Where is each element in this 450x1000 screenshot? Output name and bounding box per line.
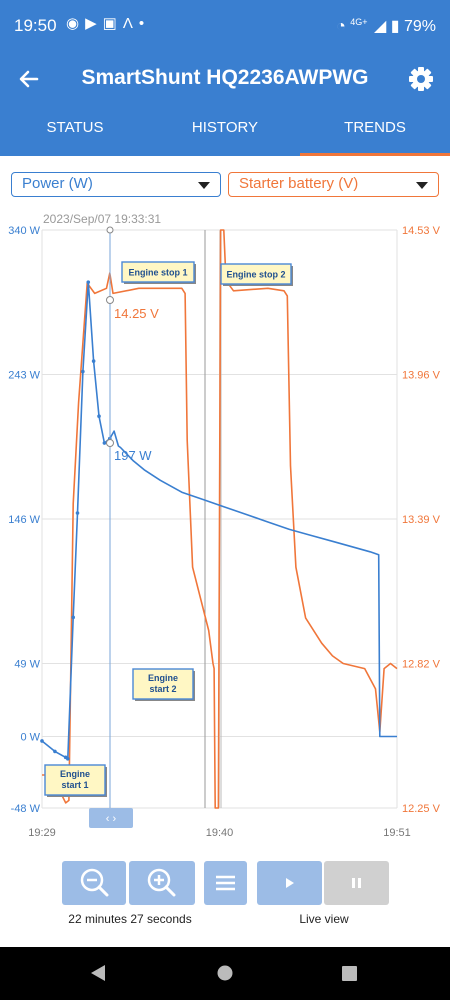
play-icon xyxy=(286,878,294,888)
power-data-point xyxy=(81,369,85,374)
network-type: 4G+ xyxy=(350,16,368,27)
back-arrow-icon[interactable] xyxy=(12,62,46,96)
x-tick-label: 19:29 xyxy=(28,827,56,839)
system-navigation-bar xyxy=(0,947,450,1000)
cursor-timestamp: 2023/Sep/07 19:33:31 xyxy=(43,212,161,226)
nav-back-icon[interactable] xyxy=(91,965,105,981)
annotation-label: Engine xyxy=(148,673,178,683)
battery-icon: ▮ xyxy=(390,18,400,35)
power-data-point xyxy=(97,414,101,419)
left-tick-label: -48 W xyxy=(11,803,41,815)
right-tick-label: 12.25 V xyxy=(402,803,441,815)
power-data-point xyxy=(40,739,44,743)
annotation-label: Engine xyxy=(60,769,90,779)
annotation-label: start 2 xyxy=(149,684,176,694)
scroll-handle[interactable] xyxy=(89,808,133,828)
chevron-down-icon xyxy=(416,182,428,189)
x-tick-label: 19:40 xyxy=(206,827,234,839)
cursor-power-marker xyxy=(106,439,114,447)
power-data-point xyxy=(102,441,107,445)
right-axis-select-value: Starter battery (V) xyxy=(239,175,359,192)
annotation-box[interactable] xyxy=(44,764,106,796)
menu-icon xyxy=(216,875,235,891)
right-tick-label: 13.39 V xyxy=(402,514,441,526)
nav-home-icon[interactable] xyxy=(217,965,233,981)
left-tick-label: 340 W xyxy=(8,225,40,237)
pause-button[interactable] xyxy=(324,861,389,905)
system-status: ◔ 4G+ ◢ ▮ 79% xyxy=(336,16,436,36)
tab-status[interactable]: STATUS xyxy=(46,119,104,136)
duration-label: 22 minutes 27 seconds xyxy=(68,912,192,926)
right-tick-label: 14.53 V xyxy=(402,225,441,237)
tab-history[interactable]: HISTORY xyxy=(191,119,259,136)
right-axis-select[interactable]: Starter battery (V) xyxy=(228,172,439,197)
tab-bar: STATUS HISTORY TRENDS xyxy=(0,104,450,156)
trends-chart[interactable]: -48 W 0 W 49 W 146 W 243 W 340 W 14.53 V 13.96 … xyxy=(0,205,450,845)
left-axis-select[interactable]: Power (W) xyxy=(11,172,221,197)
right-tick-label: 13.96 V xyxy=(402,370,441,382)
app-bar: SmartShunt HQ2236AWPWG xyxy=(0,54,450,104)
scroll-handle-icon: ‹ › xyxy=(106,813,117,825)
live-view-label: Live view xyxy=(299,912,349,926)
cursor-voltage-value: 14.25 V xyxy=(114,306,159,321)
status-bar: 19:50 ◉▶▣Λ• ◔ 4G+ ◢ ▮ 79% xyxy=(0,0,450,54)
left-tick-label: 243 W xyxy=(8,370,40,382)
annotation-box[interactable] xyxy=(220,263,292,285)
notification-icons: ◉▶▣Λ• xyxy=(66,14,150,32)
annotation-box[interactable] xyxy=(121,261,195,283)
lambda-icon: Λ xyxy=(122,15,139,32)
cursor-voltage-marker xyxy=(106,296,114,304)
x-tick-label: 19:51 xyxy=(383,827,411,839)
power-data-point xyxy=(53,749,57,754)
chevron-down-icon xyxy=(198,182,210,189)
wifi-icon: ◔ xyxy=(336,18,346,35)
cursor-handle[interactable] xyxy=(106,226,114,234)
power-data-point xyxy=(75,511,80,515)
zoom-out-button[interactable] xyxy=(62,861,126,905)
status-time: 19:50 xyxy=(14,16,57,35)
battery-percent: 79% xyxy=(403,18,436,35)
dot-icon: • xyxy=(138,15,151,32)
right-tick-label: 12.82 V xyxy=(402,659,441,671)
pause-icon xyxy=(352,878,361,888)
zoom-in-button[interactable] xyxy=(129,861,195,905)
annotation-label: Engine stop 1 xyxy=(128,268,187,278)
left-tick-label: 49 W xyxy=(14,659,40,671)
cursor-power-value: 197 W xyxy=(114,448,152,463)
power-data-point xyxy=(91,359,96,363)
left-axis-select-value: Power (W) xyxy=(22,175,93,192)
left-tick-label: 0 W xyxy=(20,731,40,743)
power-data-point xyxy=(71,615,75,620)
annotation-label: start 1 xyxy=(61,780,88,790)
left-tick-label: 146 W xyxy=(8,514,40,526)
signal-icon: ◢ xyxy=(373,18,387,35)
power-data-point xyxy=(86,280,91,284)
translate-icon: ▣ xyxy=(102,15,123,32)
annotation-box[interactable] xyxy=(132,668,194,700)
power-data-point xyxy=(66,757,70,761)
zoom-in-icon xyxy=(147,868,176,897)
menu-button[interactable] xyxy=(204,861,247,905)
play-button[interactable] xyxy=(257,861,322,905)
nav-recents-icon[interactable] xyxy=(342,966,357,981)
voltage-series-line xyxy=(42,229,398,809)
tab-trends[interactable]: TRENDS xyxy=(300,104,450,156)
messenger-icon: ◉ xyxy=(66,15,86,32)
page-title: SmartShunt HQ2236AWPWG xyxy=(81,66,369,89)
annotation-label: Engine stop 2 xyxy=(226,270,285,280)
zoom-out-icon xyxy=(80,868,109,897)
youtube-icon: ▶ xyxy=(85,15,103,32)
gear-icon[interactable] xyxy=(404,62,438,96)
